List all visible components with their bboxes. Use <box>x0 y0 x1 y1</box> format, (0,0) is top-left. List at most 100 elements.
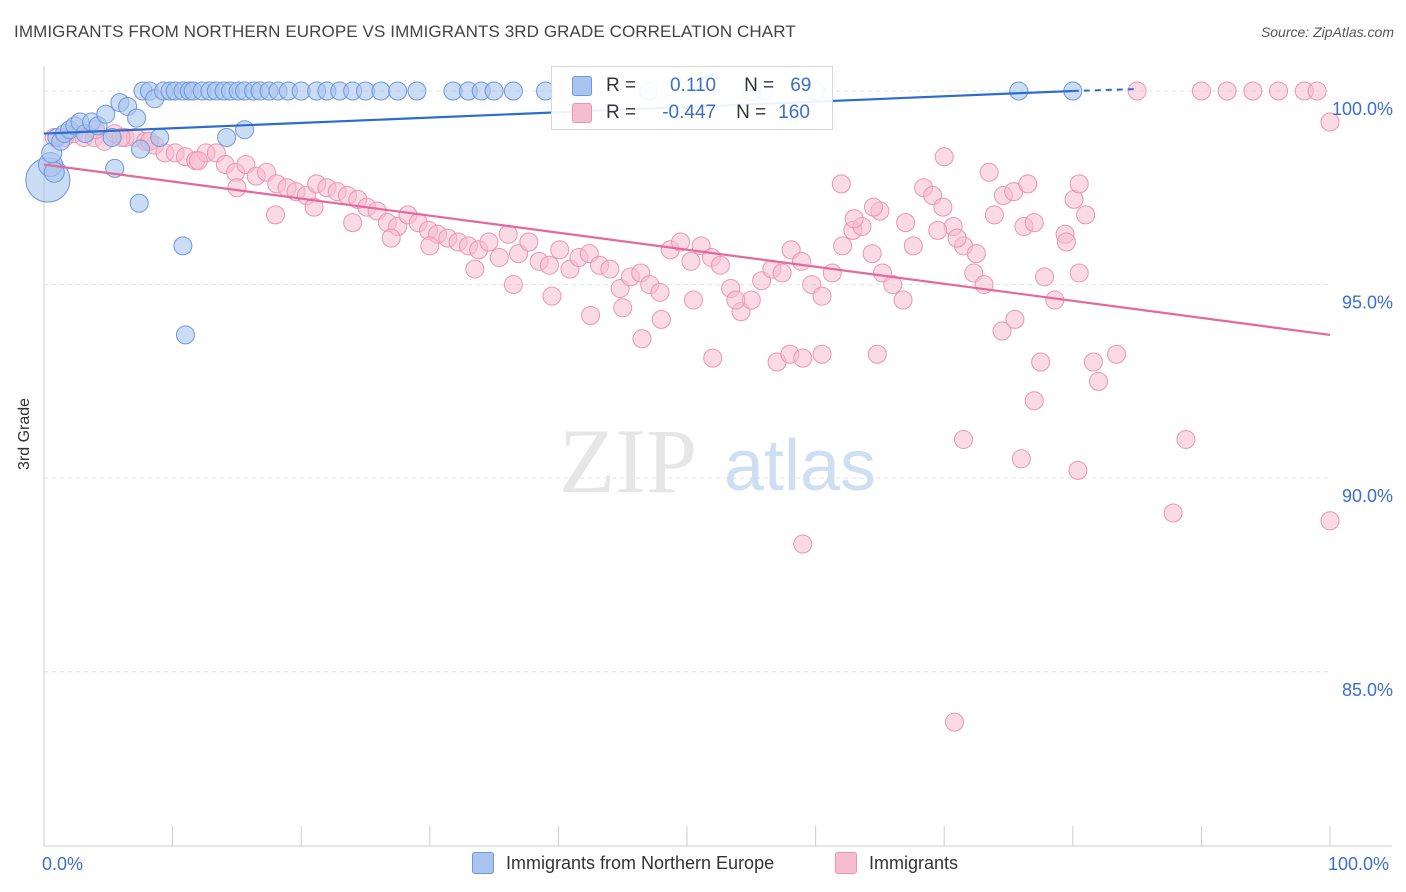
data-point-immigrants <box>1307 81 1327 101</box>
data-point-immigrants <box>1127 81 1147 101</box>
x-tick-label-max: 100.0% <box>1328 854 1390 874</box>
legend-n-value: 69 <box>790 75 812 96</box>
bottom-legend-northern-europe[interactable]: Immigrants from Northern Europe <box>472 852 774 874</box>
data-point-northern-europe <box>503 81 523 101</box>
data-point-northern-europe <box>96 104 116 124</box>
legend-n-label: N = <box>744 75 775 96</box>
data-point-immigrants <box>1031 352 1051 372</box>
data-point-northern-europe <box>235 120 255 140</box>
data-point-immigrants <box>632 329 652 349</box>
y-tick-label: 90.0% <box>1342 486 1393 506</box>
data-point-immigrants <box>188 151 208 171</box>
y-tick-label: 85.0% <box>1342 680 1393 700</box>
bottom-legend-swatch-blue <box>472 852 494 874</box>
y-tick-label: 95.0% <box>1342 293 1393 313</box>
correlation-legend: R = 0.110 N = 69 R = -0.447 N = 160 <box>551 66 833 130</box>
data-point-immigrants <box>726 290 746 310</box>
legend-n-label: N = <box>736 102 767 123</box>
data-point-immigrants <box>831 174 851 194</box>
data-point-northern-europe <box>129 193 149 213</box>
y-tick-label: 100.0% <box>1332 99 1393 119</box>
data-point-immigrants <box>681 251 701 271</box>
data-point-immigrants <box>934 147 954 167</box>
trend-line-immigrants <box>43 163 1331 336</box>
data-point-northern-europe <box>371 81 391 101</box>
data-point-immigrants <box>600 259 620 279</box>
data-point-northern-europe <box>150 127 170 147</box>
data-point-immigrants <box>966 244 986 264</box>
data-point-immigrants <box>1005 309 1025 329</box>
data-point-immigrants <box>833 236 853 256</box>
data-point-immigrants <box>1089 371 1109 391</box>
data-point-immigrants <box>1163 503 1183 523</box>
data-point-immigrants <box>651 309 671 329</box>
data-point-immigrants <box>1191 81 1211 101</box>
data-point-immigrants <box>979 162 999 182</box>
data-point-immigrants <box>896 213 916 233</box>
data-point-immigrants <box>812 286 832 306</box>
data-point-immigrants <box>1035 267 1055 287</box>
data-point-immigrants <box>1056 232 1076 252</box>
x-tick-label-min: 0.0% <box>42 854 84 874</box>
bottom-legend-immigrants[interactable]: Immigrants <box>835 852 958 874</box>
data-point-immigrants <box>1069 263 1089 283</box>
data-point-northern-europe <box>407 81 427 101</box>
data-point-immigrants <box>420 236 440 256</box>
data-point-immigrants <box>928 220 948 240</box>
data-point-immigrants <box>479 232 499 252</box>
data-point-immigrants <box>1217 81 1237 101</box>
data-point-immigrants <box>503 275 523 295</box>
data-point-immigrants <box>581 306 601 326</box>
data-point-immigrants <box>1320 112 1340 132</box>
legend-swatch-pink <box>572 103 592 123</box>
data-point-immigrants <box>465 259 485 279</box>
data-point-northern-europe <box>173 236 193 256</box>
data-point-immigrants <box>1243 81 1263 101</box>
data-point-northern-europe <box>388 81 408 101</box>
data-point-immigrants <box>227 178 247 198</box>
bottom-legend-swatch-pink <box>835 852 857 874</box>
y-axis-title: 3rd Grade <box>16 397 33 470</box>
legend-r-label: R = <box>606 75 637 96</box>
watermark-zip: ZIP <box>559 410 697 512</box>
data-point-immigrants <box>863 197 883 217</box>
data-point-immigrants <box>343 213 363 233</box>
bottom-legend-label: Immigrants from Northern Europe <box>506 852 775 873</box>
data-point-immigrants <box>1011 449 1031 469</box>
data-point-immigrants <box>613 298 633 318</box>
data-point-immigrants <box>1107 344 1127 364</box>
legend-n-value: 160 <box>778 102 810 123</box>
data-point-immigrants <box>1018 174 1038 194</box>
legend-r-value: 0.110 <box>669 75 717 96</box>
source-label: Source: ZipAtlas.com <box>1260 24 1394 40</box>
data-point-immigrants <box>550 240 570 260</box>
data-point-northern-europe <box>127 108 147 128</box>
bottom-legend-label: Immigrants <box>869 852 959 873</box>
data-point-immigrants <box>710 255 730 275</box>
data-point-immigrants <box>883 275 903 295</box>
data-point-immigrants <box>992 321 1012 341</box>
data-point-immigrants <box>893 290 913 310</box>
data-point-immigrants <box>703 348 723 368</box>
data-point-northern-europe <box>130 139 150 159</box>
data-point-immigrants <box>1269 81 1289 101</box>
legend-r-value: -0.447 <box>662 102 717 123</box>
data-point-immigrants <box>1024 391 1044 411</box>
axes <box>43 66 1392 847</box>
data-point-immigrants <box>539 255 559 275</box>
chart-title: IMMIGRANTS FROM NORTHERN EUROPE VS IMMIG… <box>14 22 796 41</box>
data-point-immigrants <box>953 429 973 449</box>
data-point-immigrants <box>793 534 813 554</box>
data-point-northern-europe <box>484 81 504 101</box>
data-point-immigrants <box>304 197 324 217</box>
data-point-immigrants <box>542 286 562 306</box>
data-point-immigrants <box>947 228 967 248</box>
data-point-immigrants <box>1076 205 1096 225</box>
data-point-immigrants <box>1320 511 1340 531</box>
data-point-immigrants <box>1024 213 1044 233</box>
data-point-immigrants <box>862 244 882 264</box>
data-point-immigrants <box>683 290 703 310</box>
data-point-northern-europe <box>175 325 195 345</box>
watermark-atlas: atlas <box>724 426 876 506</box>
data-point-immigrants <box>1176 429 1196 449</box>
